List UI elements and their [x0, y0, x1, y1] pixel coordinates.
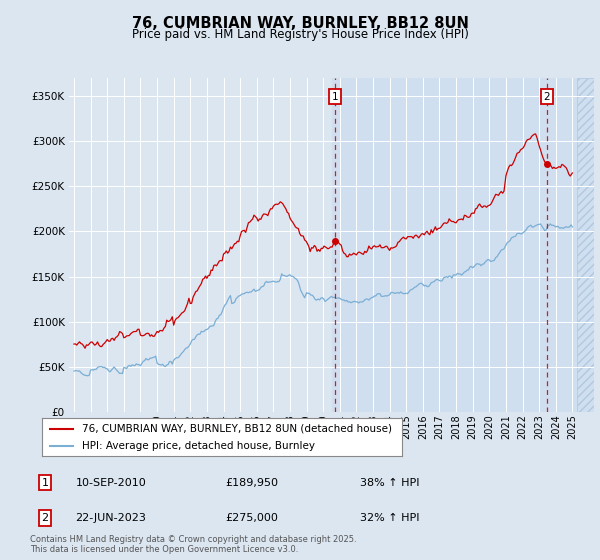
- Text: £189,950: £189,950: [226, 478, 278, 488]
- Text: 32% ↑ HPI: 32% ↑ HPI: [360, 513, 420, 523]
- Text: £275,000: £275,000: [226, 513, 278, 523]
- Text: 1: 1: [332, 92, 338, 102]
- Text: 2: 2: [544, 92, 550, 102]
- Bar: [331, 78, 577, 412]
- Text: Contains HM Land Registry data © Crown copyright and database right 2025.
This d: Contains HM Land Registry data © Crown c…: [30, 535, 356, 554]
- Text: Price paid vs. HM Land Registry's House Price Index (HPI): Price paid vs. HM Land Registry's House …: [131, 28, 469, 41]
- Text: HPI: Average price, detached house, Burnley: HPI: Average price, detached house, Burn…: [82, 441, 314, 451]
- Text: 2: 2: [41, 513, 49, 523]
- Bar: [577, 78, 594, 412]
- Bar: [577, 78, 594, 412]
- Text: 1: 1: [41, 478, 49, 488]
- Text: 10-SEP-2010: 10-SEP-2010: [76, 478, 146, 488]
- Text: 38% ↑ HPI: 38% ↑ HPI: [360, 478, 420, 488]
- Text: 76, CUMBRIAN WAY, BURNLEY, BB12 8UN (detached house): 76, CUMBRIAN WAY, BURNLEY, BB12 8UN (det…: [82, 423, 392, 433]
- Text: 22-JUN-2023: 22-JUN-2023: [76, 513, 146, 523]
- Text: 76, CUMBRIAN WAY, BURNLEY, BB12 8UN: 76, CUMBRIAN WAY, BURNLEY, BB12 8UN: [131, 16, 469, 31]
